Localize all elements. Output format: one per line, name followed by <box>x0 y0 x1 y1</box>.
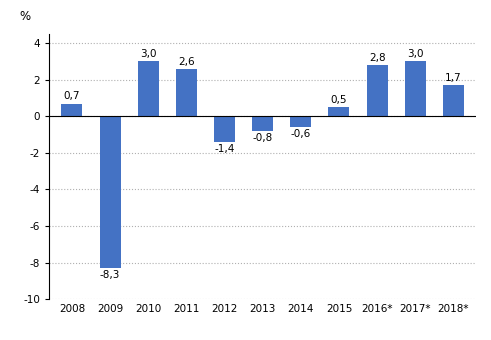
Text: 3,0: 3,0 <box>140 49 157 59</box>
Text: 1,7: 1,7 <box>445 73 462 83</box>
Text: -0,6: -0,6 <box>291 130 311 139</box>
Text: 0,7: 0,7 <box>64 91 80 101</box>
Text: 2,6: 2,6 <box>178 56 195 67</box>
Text: 3,0: 3,0 <box>407 49 424 59</box>
Bar <box>61 103 82 116</box>
Text: -0,8: -0,8 <box>252 133 273 143</box>
Bar <box>443 85 464 116</box>
Text: 2,8: 2,8 <box>369 53 385 63</box>
Text: %: % <box>19 11 30 23</box>
Bar <box>405 62 426 116</box>
Bar <box>100 116 121 268</box>
Bar <box>138 62 159 116</box>
Bar <box>252 116 273 131</box>
Text: -8,3: -8,3 <box>100 270 120 280</box>
Bar <box>214 116 235 142</box>
Bar <box>290 116 311 127</box>
Text: 0,5: 0,5 <box>331 95 347 105</box>
Bar <box>328 107 350 116</box>
Text: -1,4: -1,4 <box>215 144 235 154</box>
Bar <box>367 65 387 116</box>
Bar <box>176 69 197 116</box>
